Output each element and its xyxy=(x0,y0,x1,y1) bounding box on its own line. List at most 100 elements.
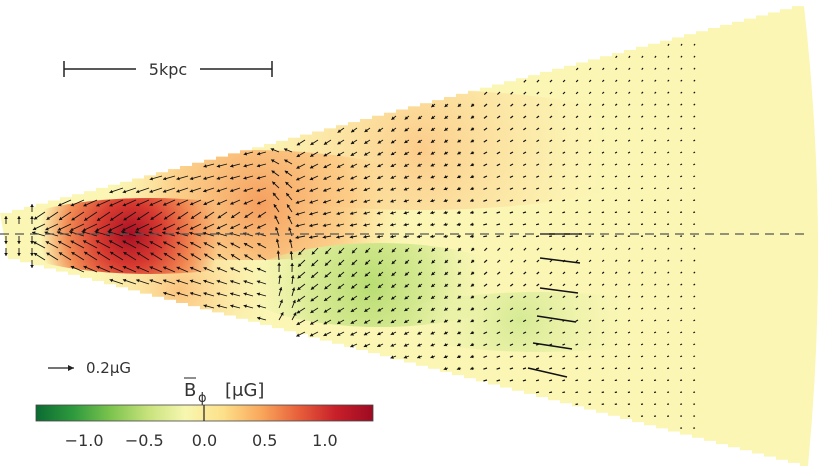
field-vector xyxy=(575,343,579,346)
field-vector-head xyxy=(108,228,112,232)
field-vector xyxy=(667,343,670,346)
field-vector-head xyxy=(470,366,474,370)
field-vector xyxy=(496,163,501,167)
field-vector xyxy=(601,175,605,178)
field-vector-head xyxy=(203,292,207,296)
field-vector-head xyxy=(417,319,421,323)
field-vector xyxy=(562,355,566,358)
field-vector xyxy=(653,223,657,226)
field-vector-head xyxy=(176,266,180,270)
field-vector-head xyxy=(404,163,408,167)
field-vector-head xyxy=(391,128,395,132)
field-vector-head xyxy=(404,272,409,276)
field-vector-head xyxy=(273,204,277,208)
field-vector xyxy=(483,247,488,252)
field-vector-head xyxy=(122,203,127,207)
field-vector-head xyxy=(243,304,247,308)
field-vector-head xyxy=(83,240,87,244)
field-vector xyxy=(680,211,683,214)
field-vector xyxy=(667,163,670,166)
field-vector-head xyxy=(405,248,409,252)
field-vector-head xyxy=(45,241,50,245)
field-vector-head xyxy=(216,304,221,308)
field-vector-head xyxy=(310,153,314,157)
field-vector-head xyxy=(470,330,474,335)
field-vector xyxy=(653,379,657,382)
field-vector-head xyxy=(277,262,281,266)
field-vector xyxy=(588,343,592,346)
field-vector-head xyxy=(430,222,434,227)
field-vector-head xyxy=(443,234,447,239)
field-vector xyxy=(562,79,566,83)
vector-key-label: 0.2μG xyxy=(86,359,131,377)
field-vector xyxy=(615,79,618,83)
field-vector xyxy=(496,91,501,95)
field-vector xyxy=(496,259,501,263)
field-vector xyxy=(535,187,540,190)
field-vector-head xyxy=(163,291,167,296)
field-vector-head xyxy=(377,296,382,300)
field-vector-head xyxy=(123,252,127,256)
field-vector-head xyxy=(470,174,474,179)
field-vector-head xyxy=(417,127,422,131)
field-vector xyxy=(536,259,540,263)
field-vector xyxy=(640,307,644,310)
field-vector xyxy=(588,283,592,286)
field-vector-head xyxy=(390,199,394,203)
field-vector-head xyxy=(57,227,62,231)
field-vector-head xyxy=(443,331,448,335)
field-vector-head xyxy=(323,141,328,145)
field-vector xyxy=(522,379,527,382)
field-vector-head xyxy=(456,210,461,215)
field-vector-head xyxy=(295,200,300,204)
field-vector xyxy=(562,271,566,275)
field-vector xyxy=(693,187,696,190)
field-vector xyxy=(628,67,631,70)
field-vector-head xyxy=(71,252,75,256)
field-vector xyxy=(680,331,683,334)
field-vector xyxy=(640,391,644,394)
field-vector-head xyxy=(136,266,140,270)
field-vector xyxy=(680,163,683,166)
field-vector xyxy=(640,211,644,214)
field-vector xyxy=(523,271,527,275)
field-vector xyxy=(575,391,579,394)
field-vector-head xyxy=(456,366,461,371)
field-vector xyxy=(601,343,605,346)
field-vector xyxy=(523,103,527,107)
field-vector-head xyxy=(310,141,314,145)
field-vector-head xyxy=(257,201,261,205)
field-vector xyxy=(509,319,514,323)
field-vector-head xyxy=(216,188,221,193)
field-vector-head xyxy=(456,234,461,238)
field-vector xyxy=(641,91,644,94)
field-vector-head xyxy=(30,253,34,256)
field-vector xyxy=(627,139,631,142)
field-vector-head xyxy=(256,292,261,296)
field-vector-head xyxy=(470,162,474,167)
field-vector xyxy=(601,355,605,358)
field-vector xyxy=(549,355,553,358)
field-vector xyxy=(549,319,553,322)
field-vector-head xyxy=(309,223,313,228)
field-vector xyxy=(510,115,514,119)
field-vector-head xyxy=(324,297,328,301)
field-vector xyxy=(680,43,683,46)
field-vector-head xyxy=(417,295,422,299)
field-vector xyxy=(575,367,579,370)
field-vector xyxy=(641,247,644,250)
field-vector-head xyxy=(82,228,86,232)
field-vector xyxy=(693,355,696,358)
field-vector xyxy=(562,295,566,299)
field-vector-head xyxy=(390,223,394,227)
field-vector-head xyxy=(431,127,435,131)
field-vector xyxy=(575,151,579,154)
field-vector xyxy=(575,187,579,190)
field-vector-head xyxy=(33,253,38,257)
field-vector xyxy=(549,391,553,394)
field-vector xyxy=(667,331,670,334)
field-vector-head xyxy=(336,235,340,239)
field-vector xyxy=(588,163,592,166)
field-vector xyxy=(549,139,553,143)
field-vector-head xyxy=(291,275,295,279)
